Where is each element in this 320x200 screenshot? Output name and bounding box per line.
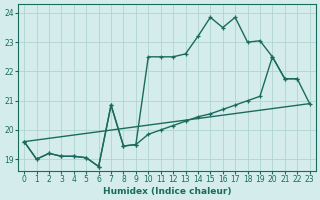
X-axis label: Humidex (Indice chaleur): Humidex (Indice chaleur) — [103, 187, 231, 196]
